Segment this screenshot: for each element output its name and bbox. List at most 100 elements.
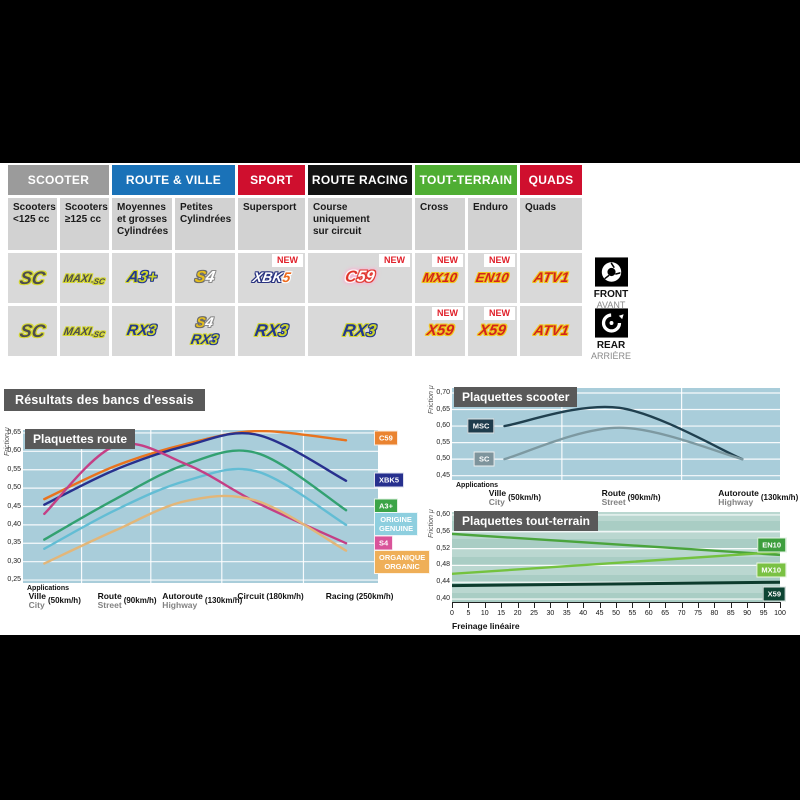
- x-tick-label: 75: [694, 610, 702, 617]
- x-tick-label: 0: [450, 610, 454, 617]
- x-tick: [632, 602, 634, 608]
- y-tick-label: 0,52: [436, 544, 450, 552]
- subcategory-header: Moyennes et grosses Cylindrées: [112, 198, 172, 250]
- x-tick-label: 20: [513, 610, 522, 617]
- chart-plaquettes-route: 0,65 0,60 0,55 0,50 0,45 0,40 0,35 0,30 0,25 Plaq…: [4, 426, 431, 631]
- x-category-label: Ville City (50km/h): [28, 591, 81, 610]
- y-tick-label: 0,48: [436, 561, 450, 569]
- x-tick-label: 30: [546, 610, 555, 617]
- category-header-quads: QUADS: [520, 165, 582, 195]
- chart-canvas: [23, 429, 378, 583]
- logo-atv1: ATV1: [532, 322, 570, 338]
- x-tick-label: 70: [677, 610, 686, 617]
- rear-label: REAR: [596, 340, 626, 351]
- x-tick: [714, 602, 716, 608]
- rear-position-indicator: REAR ARRIÈRE: [588, 308, 634, 361]
- x-tick: [648, 602, 650, 608]
- legend-chip-c59: C59: [374, 430, 398, 446]
- x-tick: [747, 602, 749, 608]
- x-tick: [599, 602, 601, 608]
- x-tick: [665, 602, 667, 608]
- chart-canvas: [452, 388, 780, 480]
- legend-chip-s4: S4: [374, 535, 394, 551]
- product-cell-rear: RX3: [308, 306, 412, 356]
- x-tick-label: 25: [530, 610, 538, 617]
- x-tick-label: 45: [595, 610, 604, 617]
- product-cell-rear: RX3: [238, 306, 305, 356]
- y-tick-label: 0,55: [7, 465, 21, 473]
- subcategory-header: Cross: [415, 198, 465, 250]
- x-tick: [616, 602, 617, 608]
- y-tick-label: 0,56: [436, 527, 450, 535]
- logo-s4r: S4: [195, 313, 216, 330]
- x-tick-label: 15: [497, 610, 506, 617]
- new-badge: NEW: [432, 307, 463, 320]
- legend-chip-organique: ORGANIQUE ORGANIC: [374, 549, 431, 574]
- logo-en10: EN10: [475, 270, 511, 285]
- legend-chip-x59: X59: [762, 586, 786, 602]
- logo-x59: X59: [477, 322, 508, 339]
- applications-label: Applications: [27, 585, 70, 592]
- applications-label: Applications: [456, 482, 499, 489]
- logo-s4f: S4: [193, 269, 217, 286]
- product-cell-rear: S4 RX3: [175, 306, 235, 356]
- logo-a3: A3+: [125, 269, 159, 286]
- y-axis-label: Friction μ: [4, 427, 11, 456]
- x-category-label: Route Street (90km/h): [601, 488, 661, 507]
- legend-chip-mx10: MX10: [756, 562, 786, 578]
- avant-label: AVANT: [596, 300, 626, 310]
- x-category-label: Circuit (180km/h): [237, 591, 304, 602]
- legend-chip-sc: SC: [474, 451, 495, 467]
- x-tick: [550, 602, 552, 608]
- product-cell-front: SC: [8, 253, 57, 303]
- logo-sc: SC: [18, 267, 47, 288]
- product-cell-rear: ATV1: [520, 306, 582, 356]
- x-tick: [534, 602, 535, 608]
- category-header-route-ville: ROUTE & VILLE: [112, 165, 235, 195]
- x-tick: [730, 602, 732, 608]
- new-badge: NEW: [484, 254, 515, 267]
- y-tick-label: 0,35: [7, 539, 21, 547]
- x-tick-label: 60: [644, 610, 653, 617]
- x-tick-label: 5: [466, 610, 471, 617]
- y-tick-label: 0,50: [436, 455, 450, 463]
- subcategory-header: Scooters ≥125 cc: [60, 198, 109, 250]
- x-tick-label: 80: [710, 610, 719, 617]
- new-badge: NEW: [379, 254, 410, 267]
- y-tick-label: 0,60: [436, 510, 450, 518]
- y-tick-label: 0,60: [7, 447, 21, 455]
- product-cell-rear: X59 NEW: [415, 306, 465, 356]
- x-tick-label: 50: [612, 610, 620, 617]
- x-tick: [501, 602, 503, 608]
- subcategory-header: Scooters <125 cc: [8, 198, 57, 250]
- x-tick: [468, 602, 470, 608]
- x-tick-label: 90: [743, 610, 752, 617]
- legend-chip-a3: A3+: [374, 498, 398, 514]
- x-tick: [763, 602, 765, 608]
- chart-plaquettes-scooter: 0,70 0,65 0,60 0,55 0,50 0,45 Plaquettes scoot…: [425, 385, 800, 511]
- chart-title: Plaquettes tout-terrain: [454, 511, 599, 531]
- logo-c59: C59: [343, 269, 377, 286]
- x-tick: [583, 602, 585, 608]
- x-axis-label: Freinage linéaire: [452, 621, 520, 631]
- category-header-route-racing: ROUTE RACING: [308, 165, 412, 195]
- subcategory-header: Course uniquement sur circuit: [308, 198, 412, 250]
- arriere-label: ARRIÈRE: [590, 351, 631, 361]
- x-tick-label: 65: [661, 610, 670, 617]
- product-cell-rear: X59 NEW: [468, 306, 517, 356]
- brake-pad-application-table: SCOOTER ROUTE & VILLE SPORT ROUTE RACING TOU…: [8, 165, 582, 356]
- new-badge: NEW: [484, 307, 515, 320]
- x-tick-label: 85: [726, 610, 735, 617]
- logo-rx3m: RX3: [125, 322, 159, 339]
- product-cell-front: MAXI-SC: [60, 253, 109, 303]
- x-tick: [780, 602, 781, 608]
- x-tick: [452, 602, 453, 608]
- front-brake-disc-icon: [594, 257, 628, 287]
- logo-x59: X59: [425, 322, 455, 339]
- x-tick-label: 100: [774, 610, 786, 617]
- chart-plot-area: [23, 429, 378, 583]
- product-cell-rear: MAXI-SC: [60, 306, 109, 356]
- product-cell-front: A3+: [112, 253, 172, 303]
- subcategory-header: Petites Cylindrées: [175, 198, 235, 250]
